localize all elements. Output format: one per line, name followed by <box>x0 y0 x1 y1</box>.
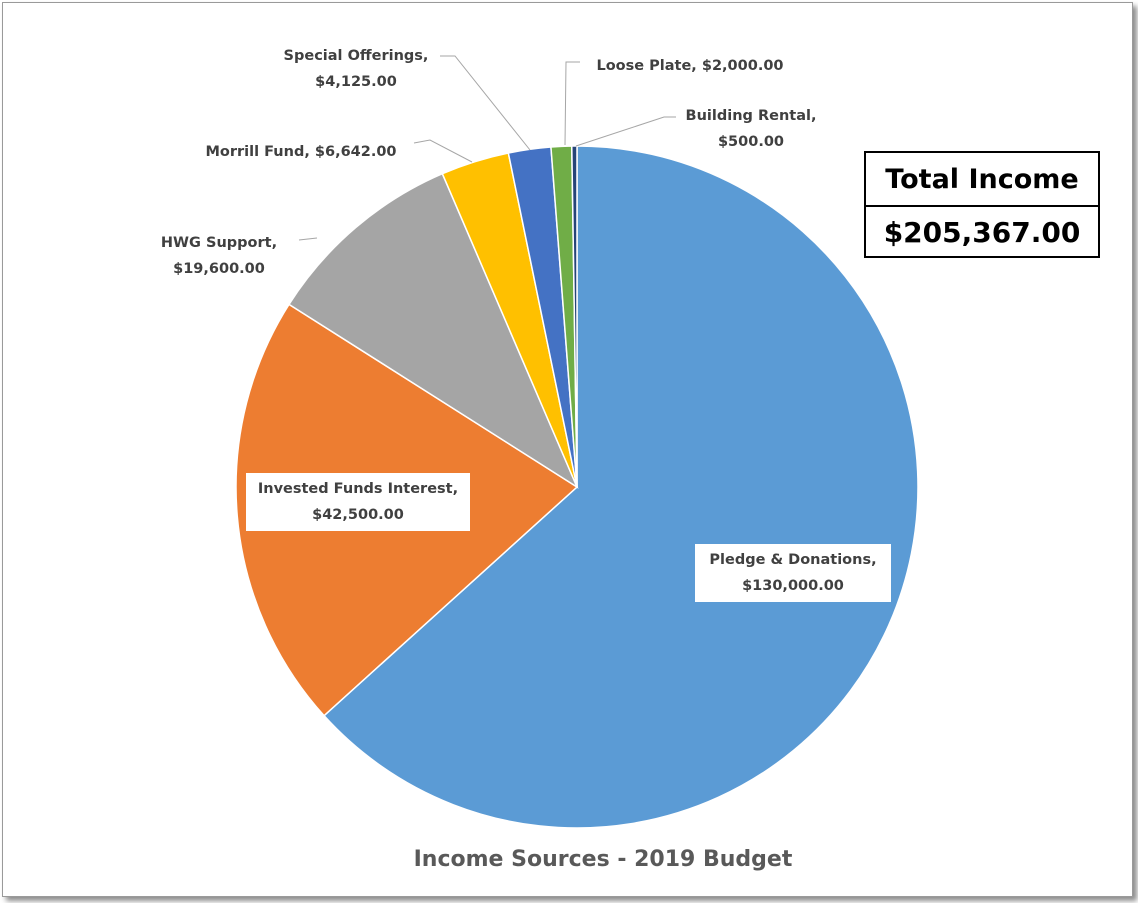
data-label: Loose Plate, $2,000.00 <box>596 58 783 74</box>
data-label-background <box>695 544 891 602</box>
data-label-value: $19,600.00 <box>173 261 265 277</box>
leader-lines <box>298 55 676 241</box>
data-label: Morrill Fund, $6,642.00 <box>205 144 396 160</box>
leader-line <box>440 55 531 151</box>
leader-line <box>575 116 676 147</box>
leader-line <box>413 139 473 163</box>
leader-line <box>564 61 580 146</box>
data-label-value: $130,000.00 <box>742 578 844 594</box>
data-labels: Pledge & Donations, $130,000.00 Invested F… <box>161 48 891 602</box>
chart-title: Income Sources - 2019 Budget <box>414 847 793 872</box>
data-label-category: Pledge & Donations, <box>709 552 876 568</box>
data-label-background <box>246 473 470 531</box>
data-label-value: $4,125.00 <box>315 74 397 90</box>
data-label-value: $42,500.00 <box>312 507 404 523</box>
data-label-value: $500.00 <box>718 134 784 150</box>
data-label-category: Invested Funds Interest, <box>258 481 458 497</box>
total-income-box: Total Income $205,367.00 <box>864 151 1100 258</box>
leader-line <box>298 237 318 241</box>
pie-slices <box>235 145 919 829</box>
data-label-category: Building Rental, <box>686 108 817 124</box>
total-income-heading: Total Income <box>866 153 1098 207</box>
pie-slice <box>288 172 579 489</box>
data-label-category: Special Offerings, <box>284 48 429 64</box>
data-label-category: HWG Support, <box>161 235 277 251</box>
pie-slice <box>322 145 919 829</box>
total-income-value: $205,367.00 <box>883 216 1081 249</box>
